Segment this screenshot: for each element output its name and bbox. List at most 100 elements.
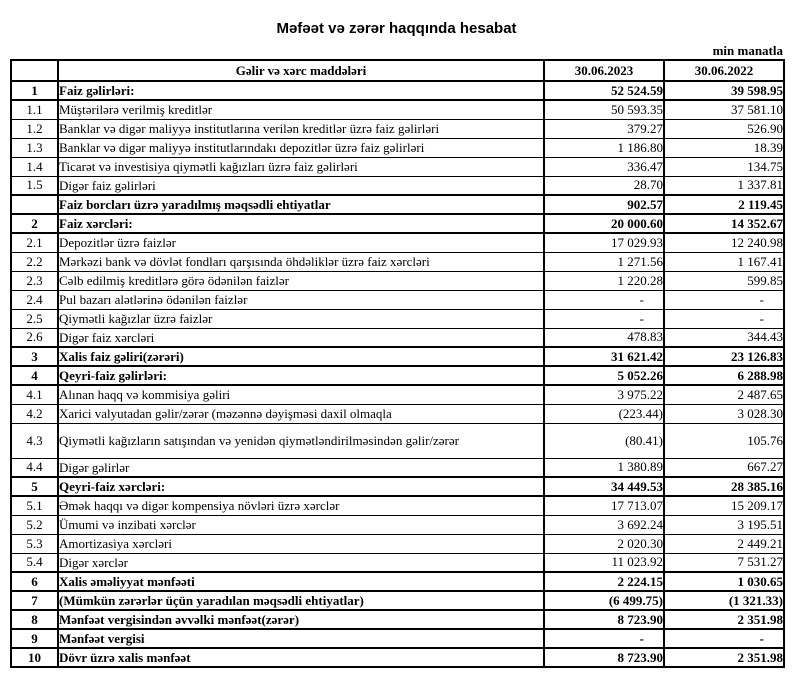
row-label-cell: Qiymətli kağızların satışından və yenidə… — [57, 422, 545, 459]
table-row: 1.1 Müştərilərə verilmiş kreditlər 50 593.… — [10, 99, 785, 120]
row-label-cell: Qeyri-faiz gəlirləri: — [57, 365, 545, 386]
value-2022-cell: 15 209.17 — [663, 495, 785, 516]
value-2022-cell: 1 337.81 — [663, 175, 785, 196]
value-2023-cell: 478.83 — [543, 327, 665, 348]
table-row: Faiz borcları üzrə yaradılmış məqsədli e… — [10, 194, 785, 215]
row-label-cell: (Mümkün zərərlər üçün yaradılan məqsədli… — [57, 590, 545, 611]
value-2022-cell: 105.76 — [663, 422, 785, 459]
row-number-cell: 3 — [10, 346, 59, 367]
row-label-cell: Faiz xərcləri: — [57, 213, 545, 234]
row-number-cell: 7 — [10, 590, 59, 611]
row-label-cell: Qiymətli kağızlar üzrə faizlər — [57, 308, 545, 329]
row-number-cell: 5.2 — [10, 514, 59, 535]
value-2023-cell: 28.70 — [543, 175, 665, 196]
row-number-cell: 5 — [10, 476, 59, 497]
value-2022-cell: 599.85 — [663, 270, 785, 291]
table-row: 2.5 Qiymətli kağızlar üzrə faizlər - - — [10, 308, 785, 329]
row-label-cell: Faiz borcları üzrə yaradılmış məqsədli e… — [57, 194, 545, 215]
value-2022-cell: 2 351.98 — [663, 609, 785, 630]
row-number-cell: 2.5 — [10, 308, 59, 329]
row-label-cell: Digər gəlirlər — [57, 457, 545, 478]
value-2022-cell: - — [663, 289, 785, 310]
table-row: 4.2 Xarici valyutadan gəlir/zərər (məzənn… — [10, 403, 785, 424]
row-label-cell: Mərkəzi bank və dövlət fondları qarşısın… — [57, 251, 545, 272]
table-row: 4.1 Alınan haqq və kommisiya gəliri 3 975.… — [10, 384, 785, 405]
row-number-cell: 1.4 — [10, 156, 59, 177]
table-row: 1.2 Banklar və digər maliyyə institutları… — [10, 118, 785, 139]
value-2022-cell: 18.39 — [663, 137, 785, 158]
table-row: 5.3 Amortizasiya xərcləri 2 020.30 2 449.21 — [10, 533, 785, 554]
row-label-cell: Digər faiz xərcləri — [57, 327, 545, 348]
profit-loss-table: Gəlir və xərc maddələri 30.06.2023 30.06… — [10, 59, 785, 668]
value-2023-cell: 3 692.24 — [543, 514, 665, 535]
value-2022-cell: 3 028.30 — [663, 403, 785, 424]
row-number-cell: 6 — [10, 571, 59, 592]
report-table-body: 1 Faiz gəlirləri: 52 524.59 39 598.95 1.1 Müş… — [10, 80, 785, 668]
row-label-cell: Faiz gəlirləri: — [57, 80, 545, 101]
row-label-cell: Ümumi və inzibati xərclər — [57, 514, 545, 535]
value-2022-cell: 2 119.45 — [663, 194, 785, 215]
row-label-cell: Digər faiz gəlirləri — [57, 175, 545, 196]
page-title: Məfəət və zərər haqqında hesabat — [276, 20, 517, 37]
value-2022-cell: 6 288.98 — [663, 365, 785, 386]
row-number-cell: 4.3 — [10, 422, 59, 459]
table-row: 1.4 Ticarət və investisiya qiymətli kağız… — [10, 156, 785, 177]
value-2022-cell: 7 531.27 — [663, 552, 785, 573]
row-label-cell: Pul bazarı alətlərinə ödənilən faizlər — [57, 289, 545, 310]
column-header-empty — [10, 59, 59, 82]
row-number-cell: 2.1 — [10, 232, 59, 253]
value-2023-cell: 11 023.92 — [543, 552, 665, 573]
value-2022-cell: 134.75 — [663, 156, 785, 177]
row-label-cell: Cəlb edilmiş kreditlərə görə ödənilən fa… — [57, 270, 545, 291]
value-2022-cell: 667.27 — [663, 457, 785, 478]
table-row: 1.3 Banklar və digər maliyyə institutları… — [10, 137, 785, 158]
value-2022-cell: 1 030.65 — [663, 571, 785, 592]
value-2022-cell: - — [663, 308, 785, 329]
column-header-2022: 30.06.2022 — [663, 59, 785, 82]
value-2022-cell: 3 195.51 — [663, 514, 785, 535]
row-number-cell: 2.6 — [10, 327, 59, 348]
value-2023-cell: 336.47 — [543, 156, 665, 177]
row-number-cell: 5.4 — [10, 552, 59, 573]
table-row: 2.3 Cəlb edilmiş kreditlərə görə ödənilən… — [10, 270, 785, 291]
row-label-cell: Əmək haqqı və digər kompensiya növləri ü… — [57, 495, 545, 516]
value-2022-cell: 23 126.83 — [663, 346, 785, 367]
value-2023-cell: 5 052.26 — [543, 365, 665, 386]
row-label-cell: Banklar və digər maliyyə institutlarında… — [57, 137, 545, 158]
table-row: 5.1 Əmək haqqı və digər kompensiya növlər… — [10, 495, 785, 516]
value-2023-cell: 8 723.90 — [543, 609, 665, 630]
row-label-cell: Alınan haqq və kommisiya gəliri — [57, 384, 545, 405]
value-2023-cell: 1 186.80 — [543, 137, 665, 158]
value-2023-cell: 2 020.30 — [543, 533, 665, 554]
row-number-cell: 8 — [10, 609, 59, 630]
table-row: 2.6 Digər faiz xərcləri 478.83 344.43 — [10, 327, 785, 348]
table-row: 10 Dövr üzrə xalis mənfəət 8 723.90 2 351.9… — [10, 647, 785, 668]
unit-note: min manatla — [712, 43, 783, 58]
value-2023-cell: 1 271.56 — [543, 251, 665, 272]
row-number-cell: 2.4 — [10, 289, 59, 310]
row-number-cell: 2 — [10, 213, 59, 234]
table-row: 1.5 Digər faiz gəlirləri 28.70 1 337.81 — [10, 175, 785, 196]
value-2023-cell: 50 593.35 — [543, 99, 665, 120]
value-2022-cell: 2 351.98 — [663, 647, 785, 668]
value-2023-cell: 1 380.89 — [543, 457, 665, 478]
value-2022-cell: 2 487.65 — [663, 384, 785, 405]
value-2022-cell: 344.43 — [663, 327, 785, 348]
value-2023-cell: 902.57 — [543, 194, 665, 215]
value-2022-cell: 1 167.41 — [663, 251, 785, 272]
table-row: 2.2 Mərkəzi bank və dövlət fondları qarşı… — [10, 251, 785, 272]
row-number-cell — [10, 194, 59, 215]
row-number-cell: 4.2 — [10, 403, 59, 424]
table-row: 5 Qeyri-faiz xərcləri: 34 449.53 28 385.16 — [10, 476, 785, 497]
row-number-cell: 4 — [10, 365, 59, 386]
row-number-cell: 5.1 — [10, 495, 59, 516]
row-label-cell: Mənfəət vergisi — [57, 628, 545, 649]
value-2022-cell: 526.90 — [663, 118, 785, 139]
table-row: 5.4 Digər xərclər 11 023.92 7 531.27 — [10, 552, 785, 573]
column-header-items: Gəlir və xərc maddələri — [57, 59, 545, 82]
table-row: 4.4 Digər gəlirlər 1 380.89 667.27 — [10, 457, 785, 478]
value-2022-cell: (1 321.33) — [663, 590, 785, 611]
value-2023-cell: (223.44) — [543, 403, 665, 424]
value-2022-cell: 37 581.10 — [663, 99, 785, 120]
